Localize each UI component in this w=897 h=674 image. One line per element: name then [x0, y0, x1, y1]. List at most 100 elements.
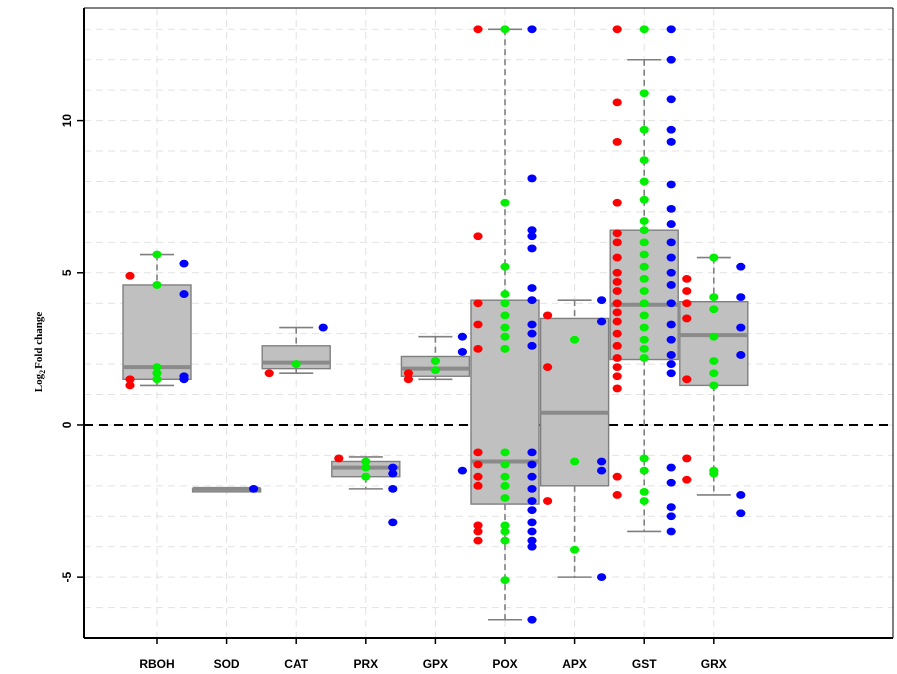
data-point: [666, 463, 676, 472]
y-tick-label: 10: [60, 114, 74, 128]
x-tick-label-gst: GST: [632, 657, 657, 671]
data-point: [500, 323, 510, 332]
x-tick-label-rboh: RBOH: [139, 657, 174, 671]
data-point: [473, 25, 483, 34]
data-point: [666, 204, 676, 213]
data-point: [125, 375, 135, 384]
data-point: [639, 195, 649, 204]
data-point: [473, 536, 483, 545]
data-point: [473, 232, 483, 241]
data-point: [597, 466, 607, 475]
data-point: [527, 174, 537, 183]
data-point: [500, 299, 510, 308]
data-point: [612, 253, 622, 262]
data-point: [639, 497, 649, 505]
data-point: [639, 250, 649, 259]
data-point: [682, 314, 692, 323]
y-axis-label-suffix: Fold change: [33, 312, 45, 369]
data-point: [457, 332, 467, 341]
data-point: [597, 296, 607, 305]
data-point: [709, 253, 719, 262]
data-point: [264, 369, 274, 378]
data-point: [527, 448, 537, 457]
data-point: [500, 481, 510, 490]
data-point: [639, 156, 649, 165]
data-point: [500, 536, 510, 545]
y-tick-label: 0: [60, 421, 74, 428]
data-point: [612, 472, 622, 481]
data-point: [612, 25, 622, 34]
x-tick-label-grx: GRX: [701, 657, 727, 671]
data-point: [682, 299, 692, 308]
data-point: [500, 576, 510, 585]
data-point: [612, 238, 622, 247]
data-point: [639, 274, 649, 283]
data-point: [639, 335, 649, 344]
data-point: [500, 25, 510, 34]
data-point: [527, 542, 537, 551]
x-tick-label-prx: PRX: [353, 657, 378, 671]
data-point: [543, 497, 553, 505]
data-point: [639, 238, 649, 247]
y-axis-label-subscript: 2: [38, 370, 47, 374]
data-point: [682, 454, 692, 463]
data-point: [666, 55, 676, 64]
data-point: [543, 311, 553, 320]
data-point: [527, 497, 537, 505]
data-point: [527, 320, 537, 329]
data-point: [612, 198, 622, 207]
data-point: [612, 317, 622, 326]
data-point: [500, 290, 510, 298]
data-point: [597, 457, 607, 466]
y-axis-label-log: Log: [33, 373, 45, 392]
data-point: [612, 287, 622, 295]
data-point: [527, 296, 537, 305]
data-point: [500, 332, 510, 341]
data-point: [570, 545, 580, 554]
data-point: [666, 478, 676, 487]
data-point: [597, 317, 607, 326]
data-point: [736, 509, 746, 518]
data-point: [666, 512, 676, 521]
data-point: [666, 281, 676, 289]
data-point: [527, 25, 537, 34]
data-point: [709, 332, 719, 341]
data-point: [361, 463, 371, 472]
data-point: [736, 491, 746, 499]
data-point: [361, 472, 371, 481]
data-point: [473, 344, 483, 353]
data-point: [639, 125, 649, 134]
data-point: [152, 363, 162, 372]
data-point: [666, 527, 676, 536]
data-point: [473, 481, 483, 490]
data-point: [666, 268, 676, 277]
data-point: [527, 536, 537, 545]
data-point: [666, 320, 676, 329]
data-point: [736, 262, 746, 271]
data-point: [403, 369, 413, 378]
data-point: [179, 375, 189, 384]
data-point: [639, 217, 649, 225]
data-point: [500, 344, 510, 353]
data-point: [666, 95, 676, 104]
data-point: [179, 290, 189, 298]
x-tick-label-pox: POX: [492, 657, 517, 671]
data-point: [709, 381, 719, 390]
data-point: [430, 366, 440, 375]
points-red: [125, 25, 692, 545]
data-point: [500, 494, 510, 502]
data-point: [666, 220, 676, 228]
data-point: [457, 466, 467, 475]
grid-layer: [84, 8, 893, 639]
data-point: [527, 506, 537, 515]
data-point: [736, 323, 746, 332]
points-blue: [179, 25, 746, 624]
data-point: [527, 484, 537, 493]
data-point: [125, 271, 135, 280]
data-point: [473, 460, 483, 469]
data-point: [500, 521, 510, 530]
data-point: [666, 25, 676, 34]
data-point: [388, 518, 398, 527]
data-point: [612, 98, 622, 107]
